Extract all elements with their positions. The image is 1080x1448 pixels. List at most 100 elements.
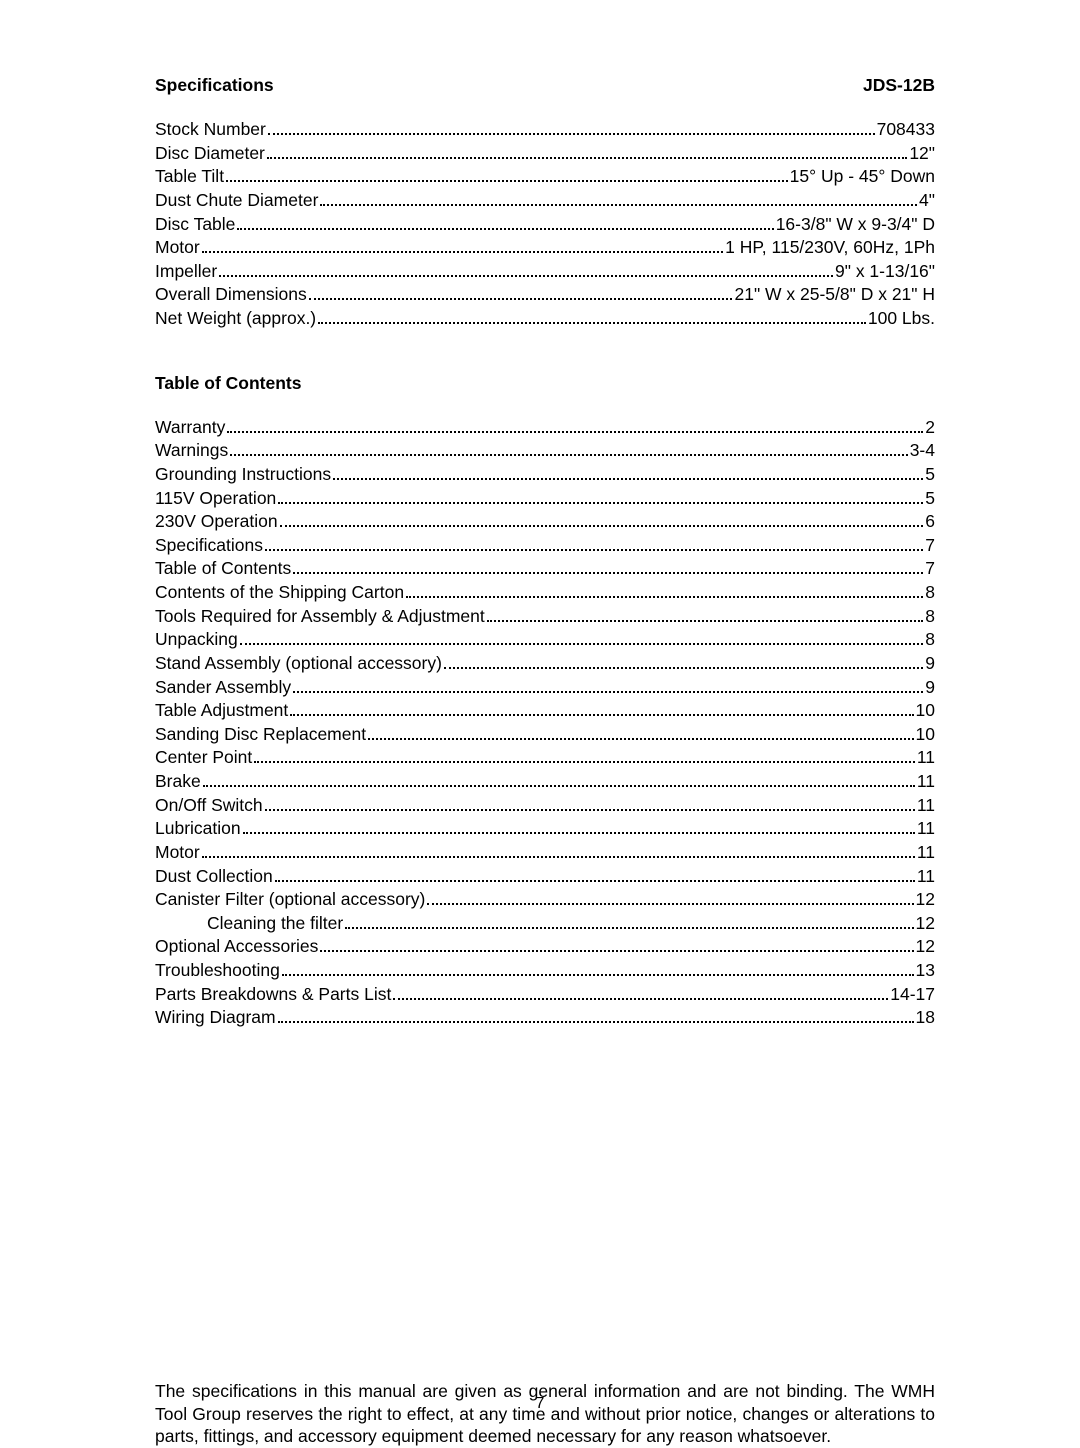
list-row: Warnings 3-4 (155, 439, 935, 463)
list-row: Table Tilt15° Up - 45° Down (155, 165, 935, 189)
list-row: Contents of the Shipping Carton 8 (155, 581, 935, 605)
row-value: 7 (925, 534, 935, 558)
list-row: Grounding Instructions5 (155, 463, 935, 487)
dot-leader (265, 794, 915, 811)
row-value: 12 (916, 935, 935, 959)
row-label: Wiring Diagram (155, 1006, 276, 1030)
list-row: Dust Chute Diameter 4" (155, 189, 935, 213)
row-label: Stand Assembly (optional accessory) (155, 652, 442, 676)
row-value: 6 (925, 510, 935, 534)
dot-leader (293, 558, 923, 575)
dot-leader (275, 865, 915, 882)
row-label: Motor (155, 841, 200, 865)
dot-leader (278, 487, 923, 504)
row-value: 10 (916, 699, 935, 723)
dot-leader (278, 1006, 914, 1023)
row-label: Specifications (155, 534, 263, 558)
row-value: 11 (917, 865, 935, 889)
row-value: 9 (925, 652, 935, 676)
list-row: Specifications 7 (155, 534, 935, 558)
row-label: Dust Chute Diameter (155, 189, 318, 213)
list-row: Tools Required for Assembly & Adjustment… (155, 605, 935, 629)
specifications-list: Stock Number708433Disc Diameter 12"Table … (155, 118, 935, 331)
row-label: Unpacking (155, 628, 238, 652)
dot-leader (320, 936, 913, 953)
dot-leader (226, 165, 788, 182)
row-value: 100 Lbs. (868, 307, 935, 331)
list-row: Table Adjustment10 (155, 699, 935, 723)
row-label: Overall Dimensions (155, 283, 307, 307)
row-value: 8 (925, 628, 935, 652)
row-value: 14-17 (890, 983, 935, 1007)
row-value: 11 (917, 770, 935, 794)
row-value: 708433 (877, 118, 935, 142)
row-label: Troubleshooting (155, 959, 280, 983)
row-value: 4" (919, 189, 935, 213)
dot-leader (254, 747, 915, 764)
row-label: Dust Collection (155, 865, 273, 889)
row-value: 16-3/8" W x 9-3/4" D (776, 213, 935, 237)
footer-note: The specifications in this manual are gi… (155, 1380, 935, 1448)
row-label: Disc Diameter (155, 142, 265, 166)
row-label: Cleaning the filter (207, 912, 343, 936)
row-label: Brake (155, 770, 201, 794)
list-row: Cleaning the filter 12 (155, 912, 935, 936)
dot-leader (427, 888, 913, 905)
row-value: 12 (916, 912, 935, 936)
list-row: Unpacking 8 (155, 628, 935, 652)
row-value: 21" W x 25-5/8" D x 21" H (734, 283, 935, 307)
dot-leader (237, 213, 773, 230)
list-row: 230V Operation6 (155, 510, 935, 534)
row-label: Motor (155, 236, 200, 260)
dot-leader (268, 118, 875, 135)
row-label: Impeller (155, 260, 217, 284)
dot-leader (202, 236, 723, 253)
dot-leader (345, 912, 913, 929)
list-row: Parts Breakdowns & Parts List 14-17 (155, 983, 935, 1007)
row-value: 11 (917, 817, 935, 841)
row-value: 8 (925, 605, 935, 629)
dot-leader (265, 534, 923, 551)
list-row: Table of Contents7 (155, 557, 935, 581)
dot-leader (444, 652, 923, 669)
dot-leader (267, 142, 907, 159)
row-value: 9 (925, 676, 935, 700)
row-label: Center Point (155, 746, 252, 770)
dot-leader (309, 284, 733, 301)
row-label: Disc Table (155, 213, 235, 237)
row-label: Canister Filter (optional accessory) (155, 888, 425, 912)
dot-leader (333, 463, 923, 480)
row-label: Sanding Disc Replacement (155, 723, 366, 747)
dot-leader (406, 581, 923, 598)
list-row: 115V Operation5 (155, 487, 935, 511)
list-row: Brake 11 (155, 770, 935, 794)
row-value: 8 (925, 581, 935, 605)
row-label: Contents of the Shipping Carton (155, 581, 404, 605)
dot-leader (243, 817, 915, 834)
model-number: JDS-12B (863, 75, 935, 96)
row-value: 11 (917, 794, 935, 818)
row-label: Warnings (155, 439, 228, 463)
dot-leader (230, 439, 907, 456)
row-label: Lubrication (155, 817, 241, 841)
list-row: Stand Assembly (optional accessory) 9 (155, 652, 935, 676)
section-heading-toc: Table of Contents (155, 373, 935, 394)
dot-leader (487, 605, 924, 622)
list-row: On/Off Switch11 (155, 794, 935, 818)
dot-leader (368, 723, 913, 740)
row-label: Parts Breakdowns & Parts List (155, 983, 391, 1007)
list-row: Lubrication 11 (155, 817, 935, 841)
list-row: Center Point11 (155, 746, 935, 770)
dot-leader (318, 307, 866, 324)
list-row: Stock Number708433 (155, 118, 935, 142)
dot-leader (282, 959, 914, 976)
row-value: 9" x 1-13/16" (835, 260, 935, 284)
row-value: 5 (925, 487, 935, 511)
row-value: 13 (916, 959, 935, 983)
list-row: Disc Table 16-3/8" W x 9-3/4" D (155, 213, 935, 237)
dot-leader (203, 770, 915, 787)
row-value: 3-4 (910, 439, 935, 463)
dot-leader (219, 260, 833, 277)
row-value: 12" (909, 142, 935, 166)
dot-leader (227, 416, 923, 433)
